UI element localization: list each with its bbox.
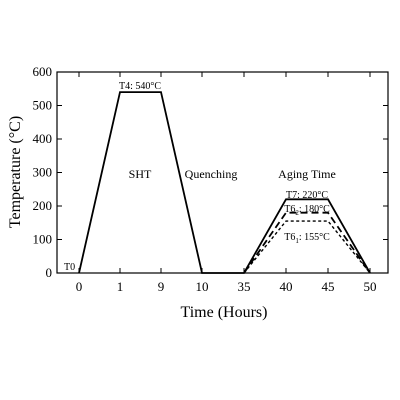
annotation-sht: SHT — [129, 167, 152, 181]
y-axis-ticks: 0 100 200 300 400 500 600 — [33, 64, 388, 280]
y-tick-label: 400 — [33, 131, 53, 146]
series-line-dashed — [243, 211, 371, 274]
annotation-t62-sub: 2 — [295, 209, 299, 217]
y-tick-label: 200 — [33, 198, 53, 213]
annotation-t62-main: T6 — [284, 204, 295, 215]
x-tick-label: 0 — [76, 279, 83, 294]
annotation-t7: T7: 220°C — [286, 190, 328, 201]
annotation-quenching: Quenching — [185, 167, 238, 181]
x-axis-title: Time (Hours) — [181, 304, 268, 321]
annotation-aging-time: Aging Time — [278, 167, 336, 181]
x-tick-label: 9 — [158, 279, 165, 294]
series-line-solid — [78, 91, 371, 274]
annotation-t4: T4: 540°C — [119, 81, 161, 92]
y-tick-label: 600 — [33, 64, 53, 79]
annotation-t62-rest: : 180°C — [299, 204, 330, 215]
x-tick-label: 35 — [238, 279, 251, 294]
y-tick-label: 500 — [33, 98, 53, 113]
x-tick-label: 40 — [280, 279, 293, 294]
series-line-dotted — [243, 220, 371, 274]
x-tick-label: 45 — [322, 279, 335, 294]
x-tick-label: 1 — [117, 279, 124, 294]
x-tick-label: 10 — [196, 279, 209, 294]
series-layer — [78, 91, 371, 274]
y-tick-label: 300 — [33, 165, 53, 180]
x-axis-ticks: 0 1 9 10 35 40 45 50 — [76, 72, 377, 294]
annotation-t0: T0 — [64, 262, 75, 273]
x-tick-label: 50 — [364, 279, 377, 294]
y-axis-title: Temperature (°C) — [7, 116, 24, 228]
annotation-t61-main: T6 — [284, 232, 295, 243]
annotation-t61: T61: 155°C — [284, 232, 330, 245]
annotation-t61-rest: : 155°C — [299, 232, 330, 243]
annotation-t62: T62: 180°C — [284, 204, 330, 217]
annotation-t61-sub: 1 — [295, 237, 299, 245]
y-tick-label: 100 — [33, 232, 53, 247]
y-tick-label: 0 — [46, 265, 53, 280]
